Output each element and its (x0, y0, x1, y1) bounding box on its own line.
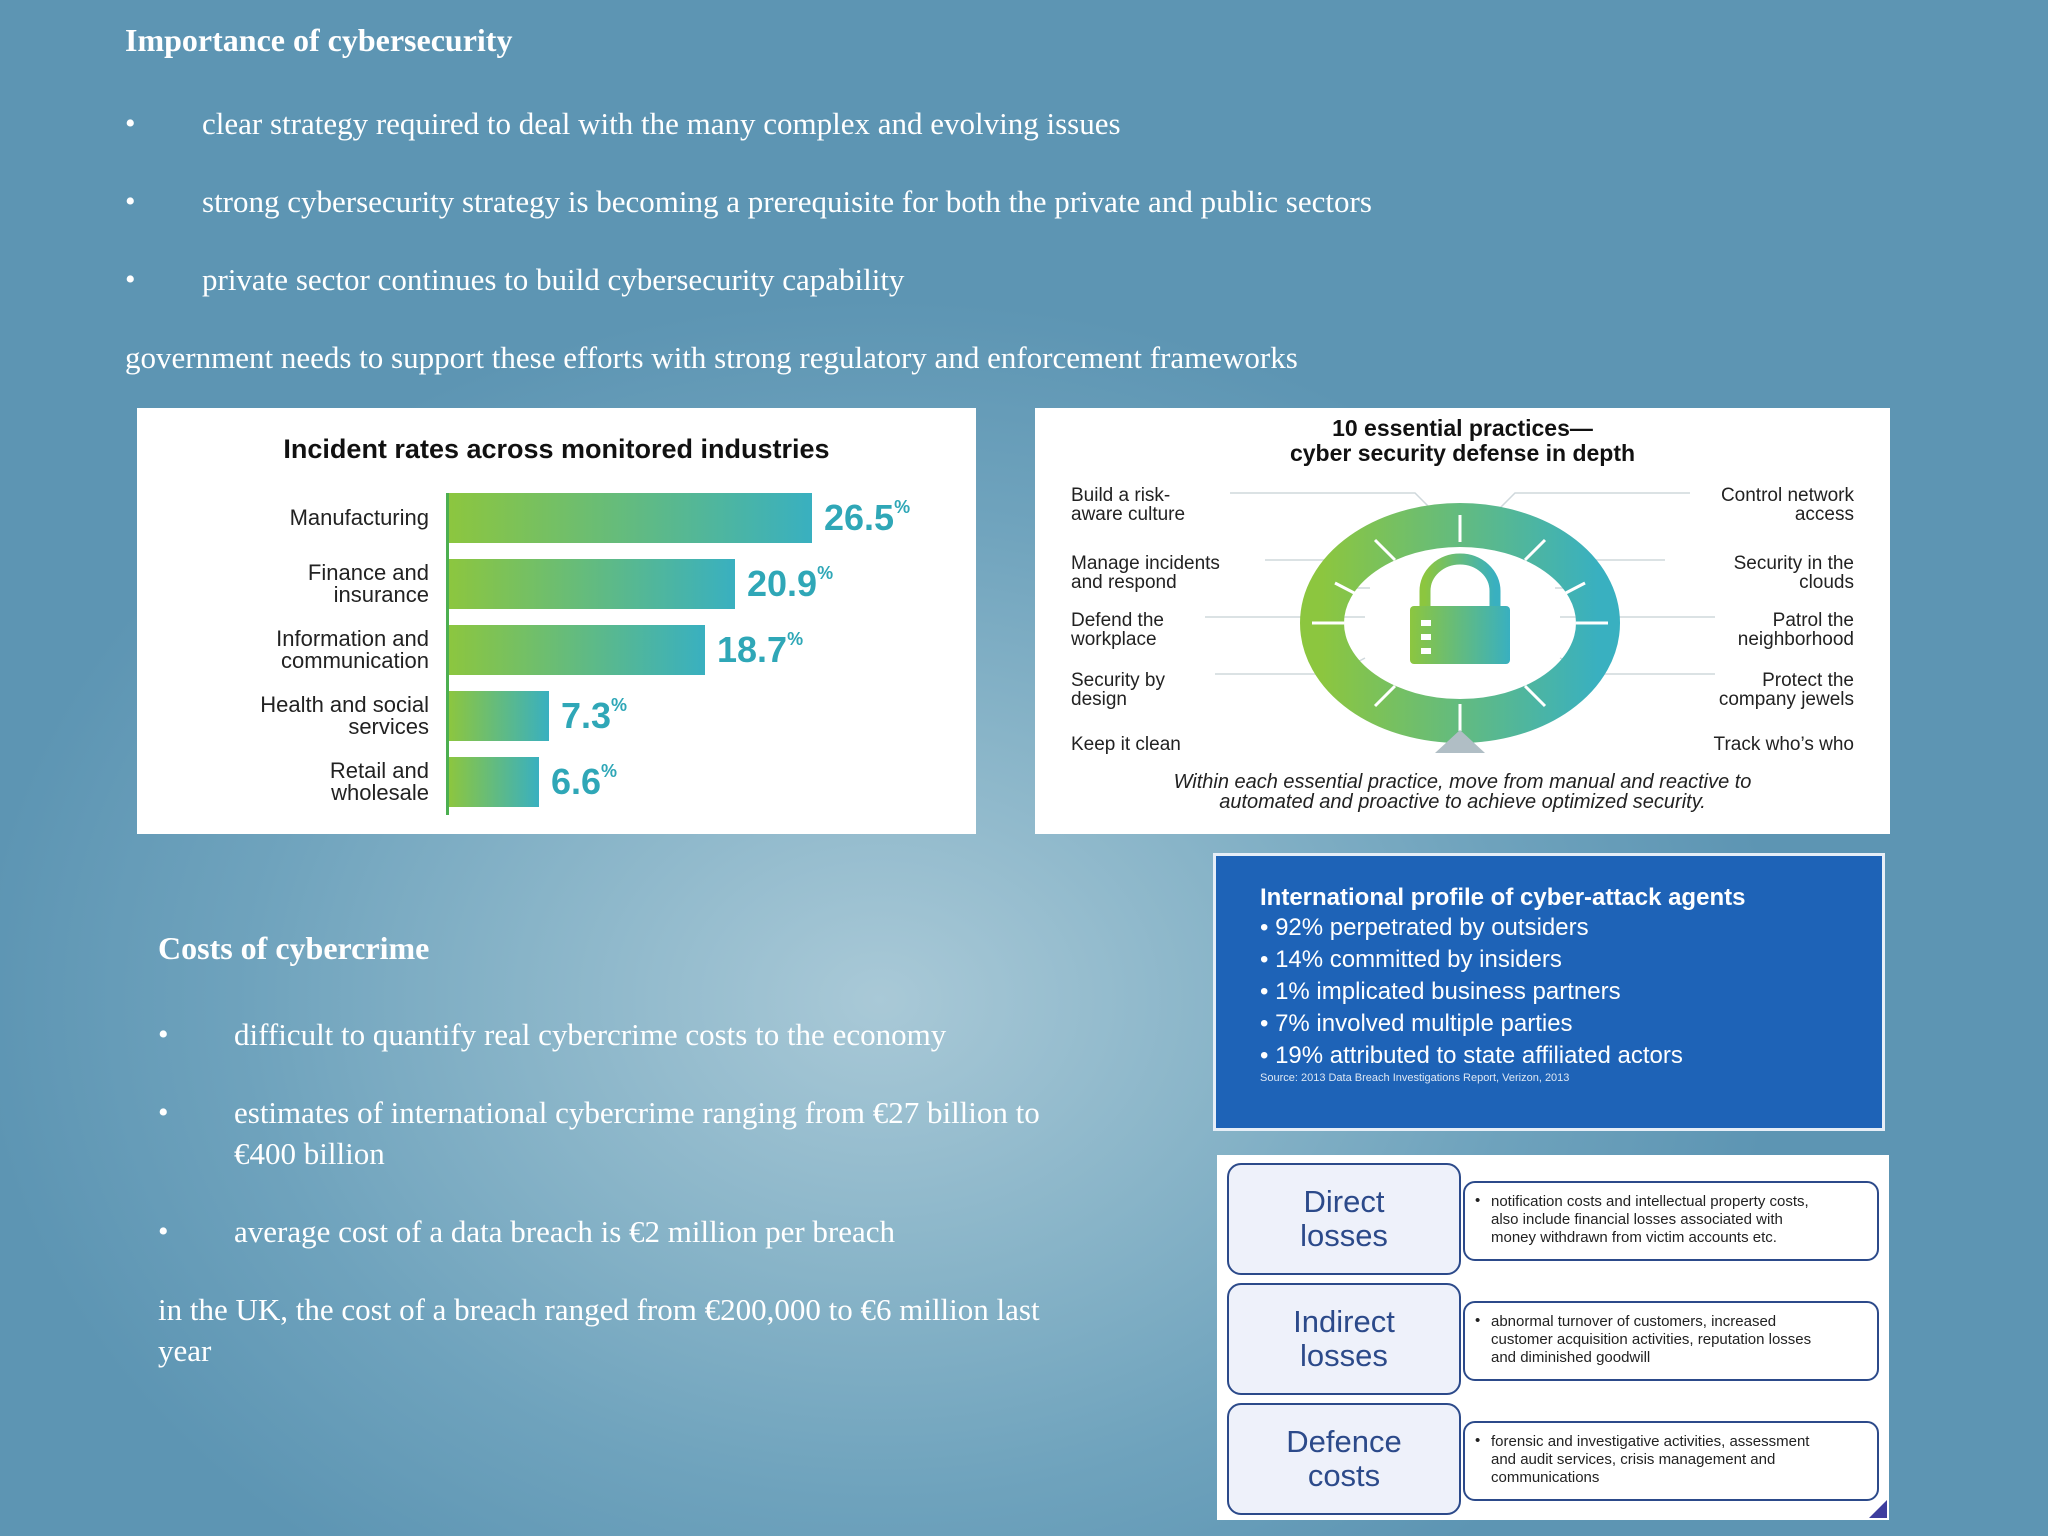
bullet-text-cont: €400 billion (234, 1136, 385, 1171)
practice-label-left: Manage incidents and respond (1071, 553, 1220, 593)
practices-diagram: 10 essential practices— cyber security d… (1035, 408, 1890, 834)
practice-label-left: Security by design (1071, 670, 1165, 710)
bar-value-label: 26.5% (824, 497, 911, 538)
bar (449, 757, 539, 807)
profile-source: Source: 2013 Data Breach Investigations … (1260, 1072, 1570, 1084)
category-label: Finance and insurance (307, 560, 429, 607)
ring-dividers (1312, 515, 1608, 731)
profile-list: • 92% perpetrated by outsiders • 14% comm… (1260, 912, 1882, 1072)
attack-agents-profile: International profile of cyber-attack ag… (1213, 853, 1885, 1131)
practices-title-line1: 10 essential practices— (1332, 415, 1593, 441)
bullet-text: private sector continues to build cybers… (202, 262, 905, 297)
paragraph-uk-line1: in the UK, the cost of a breach ranged f… (158, 1292, 1040, 1327)
incident-rates-chart: Incident rates across monitored industri… (137, 408, 976, 834)
practice-label-right: Protect the company jewels (1718, 670, 1854, 710)
category-label: Information and communication (276, 626, 429, 673)
category-label: Retail and wholesale (329, 758, 429, 805)
pointer-triangle (1435, 730, 1485, 753)
practices-title-line2: cyber security defense in depth (1289, 440, 1636, 466)
bullet-text: clear strategy required to deal with the… (202, 106, 1121, 141)
loss-category-label: Direct losses (1300, 1184, 1388, 1253)
bullet-text: difficult to quantify real cybercrime co… (234, 1017, 947, 1052)
practice-label-left: Keep it clean (1071, 734, 1181, 755)
loss-category: Indirect losses (1227, 1283, 1461, 1395)
bar-value-label: 7.3% (561, 695, 628, 736)
loss-category: Direct losses (1227, 1163, 1461, 1275)
bar (449, 625, 705, 675)
loss-description: notification costs and intellectual prop… (1463, 1181, 1879, 1261)
unit-label: % (787, 629, 804, 649)
category-label: Health and social services (260, 692, 429, 739)
bullet-dot: • (158, 1096, 169, 1129)
loss-description: abnormal turnover of customers, increase… (1463, 1301, 1879, 1381)
paragraph-government: government needs to support these effort… (125, 340, 1298, 375)
unit-label: % (611, 695, 628, 715)
bullet-dot: • (125, 185, 136, 218)
profile-item: • 19% attributed to state affiliated act… (1260, 1042, 1683, 1069)
practice-label-left: Defend the workplace (1071, 610, 1164, 650)
profile-item: • 14% committed by insiders (1260, 946, 1562, 973)
chart-title: Incident rates across monitored industri… (283, 434, 830, 464)
practice-label-left: Build a risk-aware culture (1071, 485, 1186, 525)
bullet-text: estimates of international cybercrime ra… (234, 1095, 1040, 1130)
profile-item: • 7% involved multiple parties (1260, 1010, 1573, 1037)
chart-axis (446, 493, 449, 815)
practices-svg (1205, 492, 1715, 753)
practice-label-right: Control network access (1720, 485, 1854, 525)
bullet-text: average cost of a data breach is €2 mill… (234, 1214, 896, 1249)
loss-category-label: Indirect losses (1293, 1304, 1395, 1373)
bullet-dot: • (125, 107, 136, 140)
bullet-dot: • (158, 1018, 169, 1051)
bullet-dot: • (125, 263, 136, 296)
practice-label-right: Patrol the neighborhood (1737, 610, 1854, 650)
bar-value-label: 6.6% (551, 761, 618, 802)
bullet-dot: • (158, 1215, 169, 1248)
unit-label: % (894, 497, 911, 517)
lock-icon (1410, 553, 1510, 664)
loss-category-label: Defence costs (1286, 1424, 1402, 1493)
unit-label: % (601, 761, 618, 781)
practices-caption-line2: automated and proactive to achieve optim… (1219, 791, 1706, 813)
profile-title: International profile of cyber-attack ag… (1260, 884, 1746, 911)
bar-value-label: 18.7% (717, 629, 804, 670)
bar (449, 559, 735, 609)
paragraph-uk-line2: year (158, 1333, 212, 1368)
section-title-costs: Costs of cybercrime (158, 930, 430, 966)
loss-description: forensic and investigative activities, a… (1463, 1421, 1879, 1501)
corner-mark (1869, 1500, 1887, 1518)
practices-caption-line1: Within each essential practice, move fro… (1173, 771, 1752, 793)
loss-category: Defence costs (1227, 1403, 1461, 1515)
practice-label-right: Track who’s who (1713, 734, 1854, 755)
bullet-text: strong cybersecurity strategy is becomin… (202, 184, 1372, 219)
section-title-importance: Importance of cybersecurity (125, 22, 513, 58)
unit-label: % (817, 563, 834, 583)
bar-value-label: 20.9% (747, 563, 834, 604)
profile-item: • 1% implicated business partners (1260, 978, 1621, 1005)
bar (449, 691, 549, 741)
category-label: Manufacturing (289, 505, 429, 530)
practice-label-right: Security in the clouds (1733, 553, 1854, 593)
profile-item: • 92% perpetrated by outsiders (1260, 914, 1589, 941)
bar (449, 493, 812, 543)
